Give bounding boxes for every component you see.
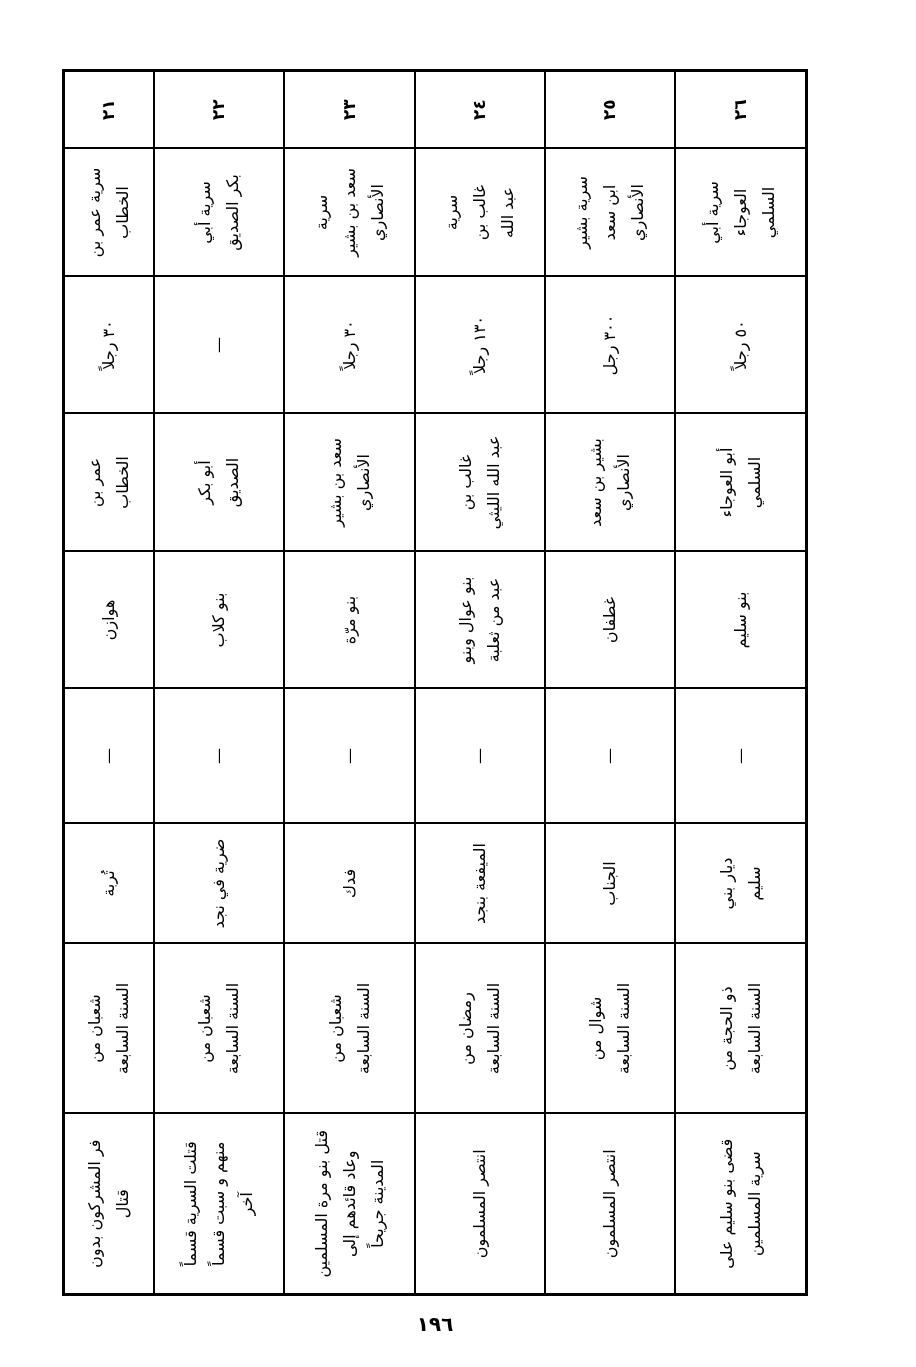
page-number: ١٩٦	[416, 1312, 454, 1336]
rotated-table-wrapper: ٢١ سرية عمر بن الخطاب ٣٠ رجلاً عمر بن الخطا…	[62, 69, 808, 1296]
cell-leader: أبو العوجاء السلمي	[675, 413, 807, 552]
cell-target: هوازن	[63, 551, 155, 689]
cell-place: فدك	[284, 823, 415, 944]
cell-name: سرية غالب بن عبد الله	[414, 148, 546, 277]
cell-num: ٢٥	[545, 70, 676, 149]
cell-name: سرية سعد بن بشير الأنصاري	[284, 148, 415, 277]
table-row: ٢١ سرية عمر بن الخطاب ٣٠ رجلاً عمر بن الخطا…	[63, 70, 155, 1295]
table-row: ٢٥ سرية بشير ابن سعد الأنصاري ٣٠٠ رجل بشير …	[545, 70, 676, 1295]
cell-place: الجناب	[545, 823, 676, 944]
cell-count: ٥٠ رجلاً	[675, 276, 807, 414]
cell-num: ٢٣	[284, 70, 415, 149]
cell-date: شوال من السنة السابعة	[545, 943, 676, 1114]
cell-dash: —	[675, 688, 807, 824]
cell-place: ديار بني سليم	[675, 823, 807, 944]
table-row: ٢٢ سرية أبي بكر الصديق — أبو بكر الصديق بنو …	[154, 70, 285, 1295]
table-row: ٢٣ سرية سعد بن بشير الأنصاري ٣٠ رجلاً سعد ب…	[284, 70, 415, 1295]
cell-place: تُربة	[63, 823, 155, 944]
cell-dash: —	[63, 688, 155, 824]
cell-count: ٣٠ رجلاً	[284, 276, 415, 414]
cell-target: بنو سليم	[675, 551, 807, 689]
cell-result: قضى بنو سليم على سرية المسلمين	[675, 1113, 807, 1295]
cell-leader: سعد بن بشير الأنصاري	[284, 413, 415, 552]
cell-leader: غالب بن عبد الله الليثي	[414, 413, 546, 552]
cell-date: رمضان من السنة السابعة	[414, 943, 546, 1114]
cell-result: فر المشركون بدون قتال	[63, 1113, 155, 1295]
cell-dash: —	[545, 688, 676, 824]
cell-count: —	[154, 276, 285, 414]
cell-result: انتصر المسلمون	[414, 1113, 546, 1295]
cell-dash: —	[414, 688, 546, 824]
cell-target: بنو مرّة	[284, 551, 415, 689]
cell-date: شعبان من السنة السابعة	[154, 943, 285, 1114]
cell-date: شعبان من السنة السابعة	[284, 943, 415, 1114]
cell-place: الميفعة بنجد	[414, 823, 546, 944]
cell-count: ١٣٠ رجلاً	[414, 276, 546, 414]
cell-name: سرية عمر بن الخطاب	[63, 148, 155, 277]
cell-dash: —	[284, 688, 415, 824]
cell-num: ٢٢	[154, 70, 285, 149]
cell-target: بنو كلاب	[154, 551, 285, 689]
cell-result: قتل بنو مرة المسلمين وعاد قائدهم إلى الم…	[284, 1113, 415, 1295]
cell-num: ٢٦	[675, 70, 807, 149]
cell-result: قتلت السرية قسماً منهم و سبت قسماً آخر	[154, 1113, 285, 1295]
table-row: ٢٤ سرية غالب بن عبد الله ١٣٠ رجلاً غالب بن …	[414, 70, 546, 1295]
cell-place: ضرية في نجد	[154, 823, 285, 944]
cell-target: بنو عوال وبنو عبد من ثعلبة	[414, 551, 546, 689]
cell-leader: عمر بن الخطاب	[63, 413, 155, 552]
cell-name: سرية أبي العوجاء السلمي	[675, 148, 807, 277]
cell-leader: أبو بكر الصديق	[154, 413, 285, 552]
expeditions-table: ٢١ سرية عمر بن الخطاب ٣٠ رجلاً عمر بن الخطا…	[62, 69, 808, 1296]
cell-dash: —	[154, 688, 285, 824]
cell-count: ٣٠٠ رجل	[545, 276, 676, 414]
cell-target: غطفان	[545, 551, 676, 689]
table-row: ٢٦ سرية أبي العوجاء السلمي ٥٠ رجلاً أبو الع…	[675, 70, 807, 1295]
cell-name: سرية بشير ابن سعد الأنصاري	[545, 148, 676, 277]
cell-num: ٢١	[63, 70, 155, 149]
cell-count: ٣٠ رجلاً	[63, 276, 155, 414]
cell-date: ذو الحجة من السنة السابعة	[675, 943, 807, 1114]
cell-name: سرية أبي بكر الصديق	[154, 148, 285, 277]
cell-num: ٢٤	[414, 70, 546, 149]
cell-date: شعبان من السنة السابعة	[63, 943, 155, 1114]
cell-leader: بشير بن سعد الأنصاري	[545, 413, 676, 552]
cell-result: انتصر المسلمون	[545, 1113, 676, 1295]
